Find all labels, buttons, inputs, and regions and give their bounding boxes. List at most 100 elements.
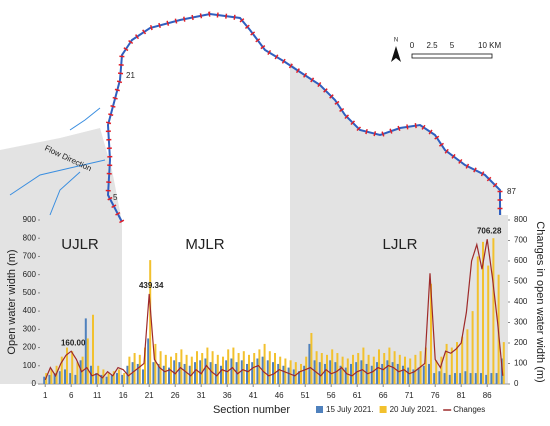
bar xyxy=(48,374,51,384)
bar xyxy=(74,374,77,384)
bar xyxy=(107,373,110,384)
bar xyxy=(118,369,120,384)
bar xyxy=(211,351,214,384)
bar xyxy=(329,360,332,384)
river xyxy=(106,12,501,223)
bar xyxy=(144,347,146,384)
bar xyxy=(326,354,328,384)
bar xyxy=(105,376,108,384)
bar xyxy=(482,241,484,384)
x-tick-label: 11 xyxy=(93,391,102,400)
legend-label: Changes xyxy=(453,405,485,414)
bar xyxy=(204,358,207,384)
bar xyxy=(282,365,285,384)
bar xyxy=(495,373,498,384)
bar xyxy=(419,351,422,384)
bar xyxy=(157,363,160,384)
bar xyxy=(133,353,136,384)
bar xyxy=(396,363,399,384)
bar xyxy=(240,360,243,384)
bar xyxy=(336,353,339,384)
x-tick-label: 51 xyxy=(301,391,310,400)
bar xyxy=(445,343,448,384)
bar xyxy=(305,356,308,384)
bar xyxy=(268,351,271,384)
bar xyxy=(318,362,321,384)
bar xyxy=(502,342,505,384)
changes-line xyxy=(44,239,504,381)
bar xyxy=(357,353,360,384)
bar xyxy=(86,338,89,384)
bar xyxy=(100,374,103,384)
tributary xyxy=(49,171,81,216)
scale-label: 0 xyxy=(410,41,415,50)
bar xyxy=(216,354,219,384)
bar xyxy=(438,371,441,384)
x-tick-label: 26 xyxy=(171,391,180,400)
bar xyxy=(324,363,326,384)
section-label: 21 xyxy=(126,71,135,80)
legend-swatch xyxy=(316,406,323,413)
bar xyxy=(230,358,233,384)
y-tick-label: 400 xyxy=(23,306,37,315)
y2-tick-label: 100 xyxy=(514,359,528,368)
bar xyxy=(209,362,212,384)
x-tick-label: 61 xyxy=(353,391,362,400)
bar xyxy=(428,363,430,384)
x-tick-label: 76 xyxy=(431,391,440,400)
bar xyxy=(220,365,222,384)
bar xyxy=(123,373,126,384)
bar xyxy=(225,360,228,384)
y-axis-title: Open water width (m) xyxy=(6,249,18,354)
bar xyxy=(185,354,188,384)
bar xyxy=(138,354,141,384)
bar xyxy=(175,353,178,384)
bar xyxy=(164,354,167,384)
y-tick-label: 0 xyxy=(32,379,37,388)
x-tick-label: 86 xyxy=(483,391,492,400)
bar xyxy=(201,353,204,384)
bar xyxy=(471,311,474,384)
bar xyxy=(173,360,176,384)
bar xyxy=(60,356,63,384)
bar xyxy=(199,360,202,384)
bar xyxy=(433,373,436,384)
bar xyxy=(256,358,259,384)
x-tick-label: 81 xyxy=(457,391,466,400)
bar xyxy=(300,363,302,384)
bar xyxy=(414,354,417,384)
bar xyxy=(149,260,152,384)
x-axis-title: Section number xyxy=(213,404,290,416)
bar xyxy=(456,342,458,384)
bar xyxy=(232,347,235,384)
y2-tick-label: 0 xyxy=(514,379,519,388)
section-label: 5 xyxy=(113,193,118,202)
bar xyxy=(110,374,113,384)
bar xyxy=(251,362,254,384)
bar xyxy=(71,351,74,384)
section-label: 87 xyxy=(507,187,516,196)
y-tick-label: 600 xyxy=(23,270,37,279)
bar xyxy=(287,367,290,384)
map: Flow Direction 21 5 87 N 0 2.5 5 10 KM xyxy=(9,11,516,224)
bar xyxy=(227,349,230,384)
bar xyxy=(490,373,493,384)
bar xyxy=(253,353,256,384)
bar xyxy=(194,362,196,384)
y-tick-label: 900 xyxy=(23,215,37,224)
bar xyxy=(454,373,456,384)
x-tick-label: 36 xyxy=(223,391,232,400)
bar xyxy=(154,343,157,384)
x-tick-label: 6 xyxy=(69,391,74,400)
bar xyxy=(180,349,183,384)
bar xyxy=(289,360,292,384)
tributary xyxy=(69,107,101,131)
bar xyxy=(398,354,401,384)
bar xyxy=(443,373,446,384)
data-label: 706.28 xyxy=(477,226,502,235)
bar xyxy=(294,362,297,384)
scale-label: 5 xyxy=(450,41,455,50)
bar xyxy=(344,367,347,384)
tributary xyxy=(9,159,106,196)
bar xyxy=(95,373,98,384)
